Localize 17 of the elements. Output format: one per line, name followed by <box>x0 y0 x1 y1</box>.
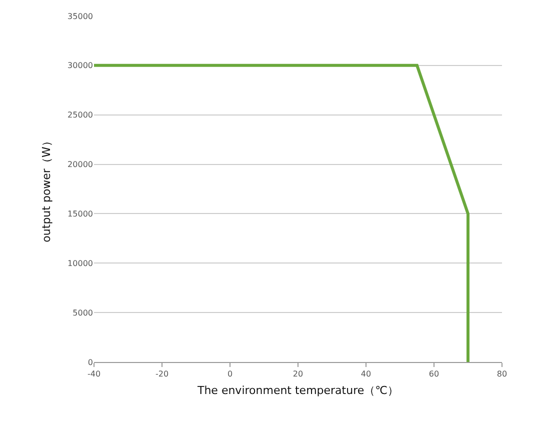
y-tick-label: 0 <box>88 358 93 367</box>
y-tick-label: 35000 <box>68 12 93 21</box>
y-axis-title: output power（W） <box>40 136 54 242</box>
x-tick-label: 80 <box>496 370 508 379</box>
y-tick-label: 5000 <box>72 308 93 318</box>
y-tick-label: 25000 <box>68 110 93 120</box>
x-tick-label: 40 <box>360 370 372 379</box>
x-tick-label: 0 <box>227 370 233 379</box>
y-tick-label: 15000 <box>68 210 93 219</box>
y-tick-label: 20000 <box>68 160 93 170</box>
x-tick-label: 60 <box>428 370 440 379</box>
y-tick-label: 30000 <box>68 61 93 70</box>
y-tick-label: 10000 <box>68 258 93 268</box>
x-tick-label: -20 <box>155 370 169 379</box>
x-tick-label: -40 <box>87 370 101 379</box>
x-axis-title: The environment temperature（℃） <box>196 384 399 397</box>
x-tick-label: 20 <box>292 370 304 379</box>
